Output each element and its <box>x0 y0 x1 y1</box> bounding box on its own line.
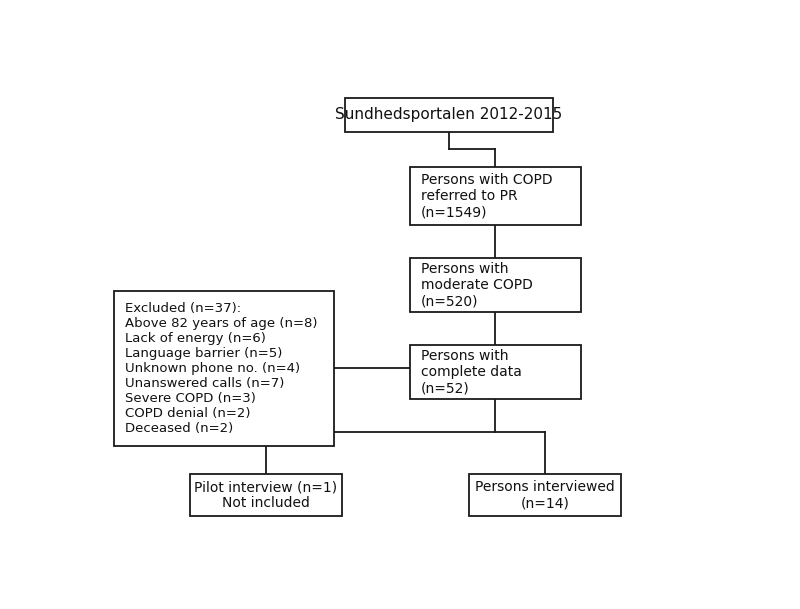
FancyBboxPatch shape <box>469 474 621 516</box>
FancyBboxPatch shape <box>410 258 581 312</box>
Text: Persons with
complete data
(n=52): Persons with complete data (n=52) <box>421 349 522 395</box>
Text: Persons interviewed
(n=14): Persons interviewed (n=14) <box>475 480 614 510</box>
FancyBboxPatch shape <box>190 474 342 516</box>
Text: Pilot interview (n=1)
Not included: Pilot interview (n=1) Not included <box>194 480 338 510</box>
Text: Sundhedsportalen 2012-2015: Sundhedsportalen 2012-2015 <box>335 107 562 122</box>
FancyBboxPatch shape <box>114 291 334 446</box>
Text: Persons with COPD
referred to PR
(n=1549): Persons with COPD referred to PR (n=1549… <box>421 173 553 219</box>
Text: Persons with
moderate COPD
(n=520): Persons with moderate COPD (n=520) <box>421 262 533 309</box>
Text: Excluded (n=37):
Above 82 years of age (n=8)
Lack of energy (n=6)
Language barri: Excluded (n=37): Above 82 years of age (… <box>125 302 318 435</box>
FancyBboxPatch shape <box>345 98 553 132</box>
FancyBboxPatch shape <box>410 345 581 399</box>
FancyBboxPatch shape <box>410 167 581 225</box>
